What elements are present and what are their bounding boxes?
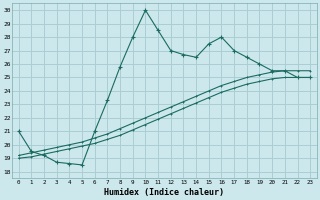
X-axis label: Humidex (Indice chaleur): Humidex (Indice chaleur) bbox=[104, 188, 224, 197]
